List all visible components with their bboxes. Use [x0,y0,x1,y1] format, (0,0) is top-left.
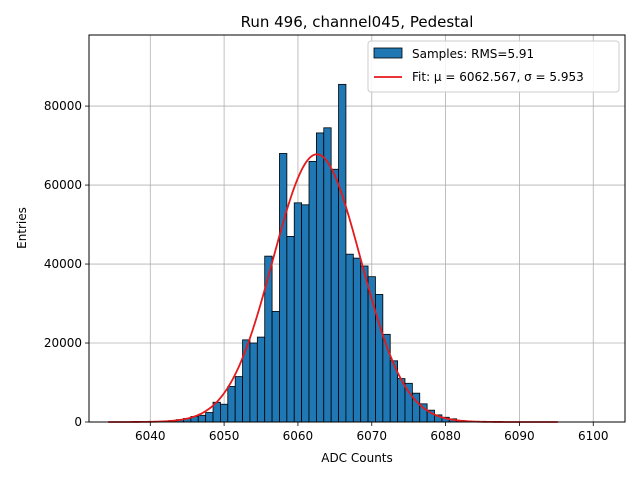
histogram-bar [264,255,273,423]
x-tick-label: 6050 [209,429,240,443]
histogram-bar [220,403,229,423]
histogram-bar [301,204,310,423]
histogram-bar [286,235,295,423]
histogram-bar [279,153,288,423]
y-tick-label: 60000 [44,178,82,192]
histogram-bar [293,202,303,423]
histogram-bar [315,132,325,423]
axis-ticks: 6040 6050 6060 6070 6080 6090 6100 0 20000 40000 6… [44,99,609,443]
y-axis-label: Entries [15,207,29,249]
histogram-bar [360,265,369,423]
y-tick-label: 40000 [44,257,82,271]
histogram-bar [345,253,354,423]
y-tick-label: 20000 [44,336,82,350]
histogram-bar [197,414,207,423]
x-tick-label: 6060 [283,429,314,443]
histogram-bar [352,257,362,423]
histogram-bar [256,336,266,423]
chart-title: Run 496, channel045, Pedestal [241,13,474,31]
legend: Samples: RMS=5.91 Fit: μ = 6062.567, σ =… [367,40,620,93]
x-tick-label: 6070 [356,429,387,443]
x-tick-label: 6090 [504,429,535,443]
histogram-bar [249,342,258,423]
legend-swatch-samples [373,47,403,59]
plot-frame [88,34,626,423]
histogram-bar [242,339,251,423]
histogram-bar [323,127,332,423]
histogram-bar [338,83,347,423]
y-tick-label: 0 [74,415,82,429]
histogram-bars [153,83,480,423]
histogram-bar [227,386,236,423]
x-axis-label: ADC Counts [321,451,393,465]
histogram-bar [234,376,243,423]
legend-label-samples: Samples: RMS=5.91 [412,47,534,61]
x-tick-label: 6040 [135,429,166,443]
histogram-bar [205,412,214,423]
legend-label-fit: Fit: μ = 6062.567, σ = 5.953 [412,70,584,84]
histogram-bar [271,311,280,423]
legend-box [367,40,620,93]
x-tick-label: 6080 [430,429,461,443]
x-tick-label: 6100 [578,429,609,443]
histogram-bar [330,168,339,423]
histogram-bar [308,160,317,423]
y-tick-label: 80000 [44,99,82,113]
